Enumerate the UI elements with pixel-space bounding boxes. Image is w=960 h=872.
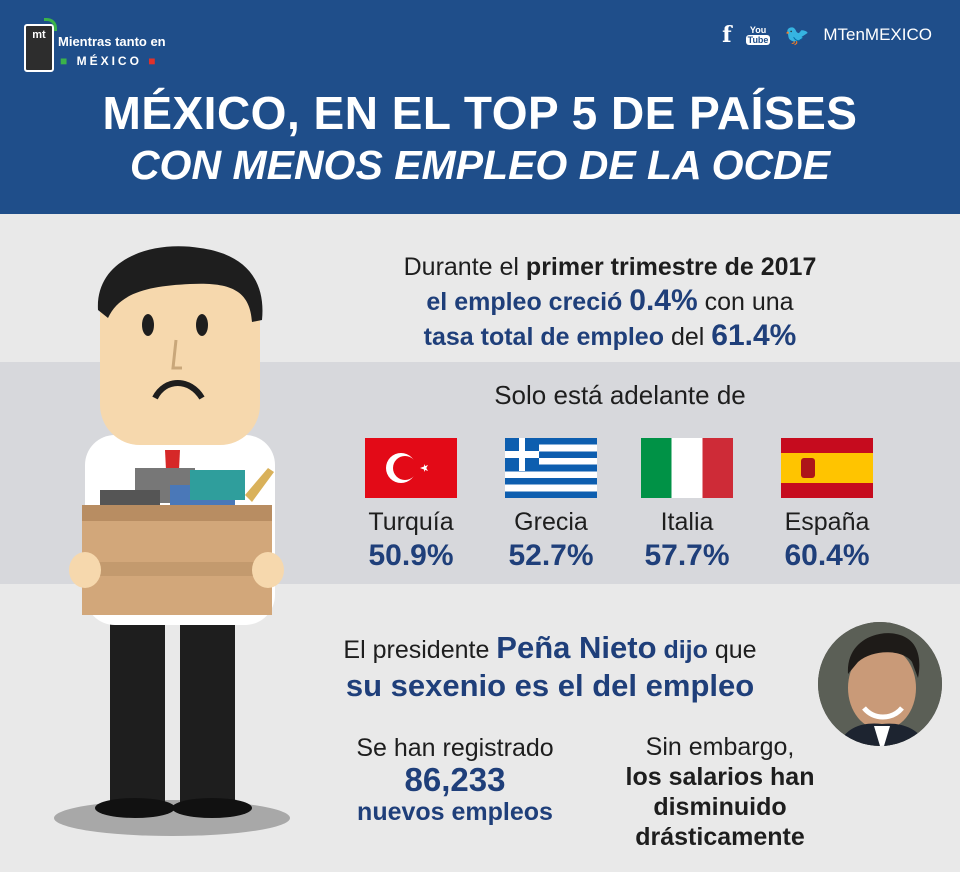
left-hand <box>69 552 101 588</box>
registered-jobs: Se han registrado 86,233 nuevos empleos <box>356 734 554 826</box>
spain-flag-icon <box>781 438 873 498</box>
logo-badge: mt <box>24 24 54 72</box>
country-name: Turquía <box>368 508 454 536</box>
page-title: MÉXICO, EN EL TOP 5 DE PAÍSES <box>102 87 858 139</box>
page-subtitle: CON MENOS EMPLEO DE LA OCDE <box>129 142 831 188</box>
employment-stat: Durante el primer trimestre de 2017 el e… <box>403 253 817 352</box>
country-greece: Grecia 52.7% <box>486 438 616 573</box>
frown <box>152 380 205 400</box>
greece-flag-icon <box>505 438 597 498</box>
country-rate: 52.7% <box>508 539 594 572</box>
president-quote: El presidente Peña Nieto dijo que su sex… <box>343 630 757 703</box>
country-name: Italia <box>660 508 714 536</box>
hair <box>97 246 263 322</box>
left-shoe <box>95 798 175 818</box>
cardboard-box <box>82 505 272 615</box>
social-links: f You Tube 🐦 MTenMEXICO <box>722 20 932 50</box>
country-rate: 60.4% <box>784 539 870 572</box>
country-name: Grecia <box>514 508 588 536</box>
ahead-label: Solo está adelante de <box>494 380 746 410</box>
nose <box>171 339 182 370</box>
header-banner: mt Mientras tanto en ■ MÉXICO ■ f You Tub… <box>0 0 960 214</box>
right-shoe <box>172 798 252 818</box>
country-spain: España 60.4% <box>762 438 892 573</box>
box-tape <box>82 562 272 576</box>
country-rate: 50.9% <box>368 539 454 572</box>
wifi-icon <box>44 18 57 31</box>
right-leg <box>180 610 235 810</box>
social-handle[interactable]: MTenMEXICO <box>823 25 932 44</box>
right-eye <box>196 314 208 336</box>
logo-text-line1: Mientras tanto en <box>58 34 166 49</box>
left-leg <box>110 610 165 810</box>
country-turkey: Turquía 50.9% <box>346 438 476 573</box>
left-eye <box>142 314 154 336</box>
salaries-note: Sin embargo, los salarios han disminuido… <box>625 733 815 851</box>
turkey-flag-icon <box>365 438 457 498</box>
country-italy: Italia 57.7% <box>622 438 752 573</box>
youtube-icon[interactable]: You Tube <box>745 25 771 45</box>
right-hand <box>252 552 284 588</box>
country-name: España <box>784 508 870 536</box>
logo-text-line2: ■ MÉXICO ■ <box>60 54 159 68</box>
italy-flag-icon <box>641 438 733 498</box>
sad-man-illustration <box>54 246 290 836</box>
box-flap <box>82 505 272 521</box>
ruler-item <box>245 468 274 502</box>
brand-logo[interactable]: mt Mientras tanto en ■ MÉXICO ■ <box>24 18 184 74</box>
facebook-icon[interactable]: f <box>722 22 732 48</box>
twitter-icon[interactable]: 🐦 <box>784 24 810 47</box>
face <box>100 270 260 445</box>
president-photo <box>818 622 942 746</box>
folder-item <box>190 470 245 500</box>
country-rate: 57.7% <box>644 539 730 572</box>
